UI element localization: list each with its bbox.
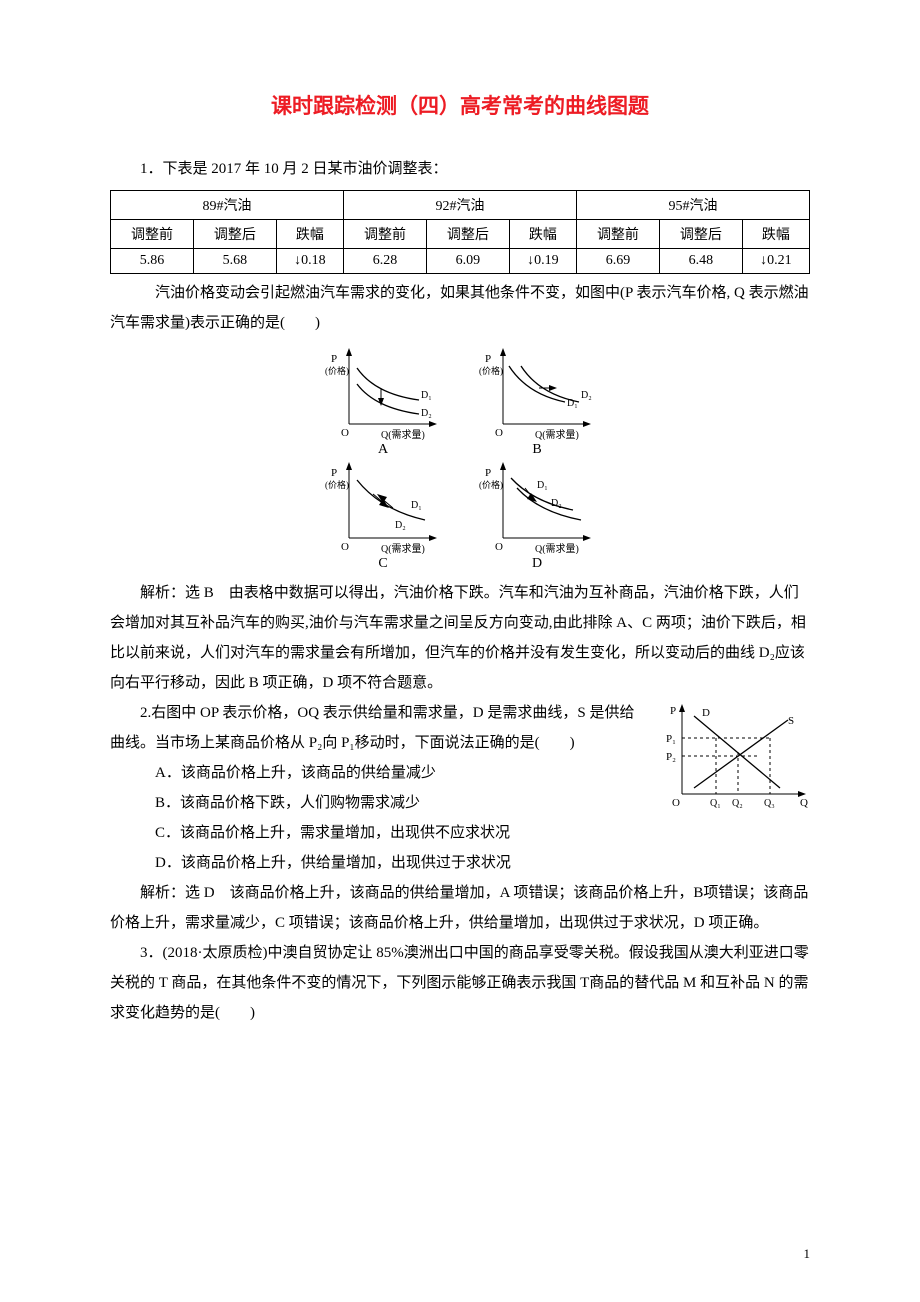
- table-row: 89#汽油 92#汽油 95#汽油: [111, 191, 810, 220]
- q2-chart: P Q O D S P₁ P₂ Q₁ Q₂ Q₃: [660, 702, 810, 815]
- col-group-89: 89#汽油: [111, 191, 344, 220]
- q2-option-d: D．该商品价格上升，供给量增加，出现供过于求状况: [110, 848, 810, 878]
- col-before: 调整前: [111, 220, 194, 249]
- chart-a: P (价格) O Q(需求量) D₁ D₂ A: [323, 344, 443, 458]
- svg-text:D₂: D₂: [421, 408, 432, 419]
- col-before: 调整前: [343, 220, 426, 249]
- page: 课时跟踪检测（四）高考常考的曲线图题 1．下表是 2017 年 10 月 2 日…: [0, 0, 920, 1302]
- svg-text:O: O: [495, 427, 503, 439]
- cell: 6.69: [576, 249, 659, 274]
- svg-text:D₂: D₂: [581, 390, 592, 401]
- cell: 6.28: [343, 249, 426, 274]
- svg-text:(价格): (价格): [479, 479, 503, 490]
- svg-text:P₁: P₁: [666, 733, 676, 745]
- chart-a-svg: P (价格) O Q(需求量) D₁ D₂: [323, 344, 443, 440]
- chart-a-label: A: [378, 442, 388, 458]
- svg-text:O: O: [672, 797, 680, 809]
- svg-text:S: S: [788, 715, 794, 727]
- cell: 6.48: [659, 249, 742, 274]
- svg-text:P: P: [485, 467, 491, 479]
- svg-text:P: P: [670, 705, 676, 717]
- svg-text:D₂: D₂: [551, 498, 562, 509]
- chart-d-svg: P (价格) O Q(需求量) D₁ D₂: [477, 458, 597, 554]
- q2-explain: 解析：选 D 该商品价格上升，该商品的供给量增加，A 项错误；该商品价格上升，B…: [110, 878, 810, 938]
- q3-stem: 3．(2018·太原质检)中澳自贸协定让 85%澳洲出口中国的商品享受零关税。假…: [110, 938, 810, 1028]
- col-after: 调整后: [659, 220, 742, 249]
- q1-charts: P (价格) O Q(需求量) D₁ D₂ A: [110, 344, 810, 572]
- svg-text:(价格): (价格): [325, 479, 349, 490]
- col-before: 调整前: [576, 220, 659, 249]
- cell: 5.86: [111, 249, 194, 274]
- x-axis-label: Q(需求量): [381, 429, 425, 440]
- svg-text:D₁: D₁: [567, 398, 578, 409]
- chart-b-svg: P (价格) O Q(需求量) D₁ D₂: [477, 344, 597, 440]
- col-after: 调整后: [193, 220, 276, 249]
- col-group-95: 95#汽油: [576, 191, 809, 220]
- svg-text:O: O: [495, 541, 503, 553]
- svg-text:Q₁: Q₁: [710, 798, 721, 809]
- svg-text:D₁: D₁: [537, 480, 548, 491]
- col-drop: 跌幅: [742, 220, 809, 249]
- svg-text:O: O: [341, 541, 349, 553]
- q1-after-table: 汽油价格变动会引起燃油汽车需求的变化，如果其他条件不变，如图中(P 表示汽车价格…: [110, 278, 810, 338]
- cell: ↓0.18: [276, 249, 343, 274]
- table-row: 5.86 5.68 ↓0.18 6.28 6.09 ↓0.19 6.69 6.4…: [111, 249, 810, 274]
- svg-text:D₂: D₂: [395, 520, 406, 531]
- q1-intro: 1．下表是 2017 年 10 月 2 日某市油价调整表：: [110, 154, 810, 184]
- col-drop: 跌幅: [276, 220, 343, 249]
- page-number: 1: [804, 1246, 811, 1262]
- col-drop: 跌幅: [509, 220, 576, 249]
- chart-c-svg: P (价格) O Q(需求量) D₁ D₂: [323, 458, 443, 554]
- y-axis-label2: (价格): [325, 365, 349, 376]
- svg-text:P₂: P₂: [666, 751, 676, 763]
- chart-c-label: C: [378, 556, 387, 572]
- svg-text:D₁: D₁: [411, 500, 422, 511]
- q2-option-c: C．该商品价格上升，需求量增加，出现供不应求状况: [110, 818, 810, 848]
- svg-text:Q(需求量): Q(需求量): [535, 543, 579, 554]
- svg-text:P: P: [485, 353, 491, 365]
- svg-text:Q₃: Q₃: [764, 798, 775, 809]
- cell: 6.09: [426, 249, 509, 274]
- q2-chart-svg: P Q O D S P₁ P₂ Q₁ Q₂ Q₃: [660, 702, 810, 810]
- table-row: 调整前 调整后 跌幅 调整前 调整后 跌幅 调整前 调整后 跌幅: [111, 220, 810, 249]
- col-after: 调整后: [426, 220, 509, 249]
- oil-price-table: 89#汽油 92#汽油 95#汽油 调整前 调整后 跌幅 调整前 调整后 跌幅 …: [110, 190, 810, 274]
- cell: 5.68: [193, 249, 276, 274]
- page-title: 课时跟踪检测（四）高考常考的曲线图题: [110, 90, 810, 120]
- chart-c: P (价格) O Q(需求量) D₁ D₂ C: [323, 458, 443, 572]
- svg-text:P: P: [331, 467, 337, 479]
- chart-d: P (价格) O Q(需求量) D₁ D₂ D: [477, 458, 597, 572]
- chart-b: P (价格) O Q(需求量) D₁ D₂ B: [477, 344, 597, 458]
- svg-text:D: D: [702, 707, 710, 719]
- svg-text:(价格): (价格): [479, 365, 503, 376]
- origin-label: O: [341, 427, 349, 439]
- svg-text:Q(需求量): Q(需求量): [535, 429, 579, 440]
- svg-text:Q: Q: [800, 797, 808, 809]
- svg-text:D₁: D₁: [421, 390, 432, 401]
- svg-text:Q₂: Q₂: [732, 798, 743, 809]
- svg-text:Q(需求量): Q(需求量): [381, 543, 425, 554]
- chart-b-label: B: [532, 442, 541, 458]
- chart-d-label: D: [532, 556, 542, 572]
- cell: ↓0.21: [742, 249, 809, 274]
- col-group-92: 92#汽油: [343, 191, 576, 220]
- cell: ↓0.19: [509, 249, 576, 274]
- q1-explain: 解析：选 B 由表格中数据可以得出，汽油价格下跌。汽车和汽油为互补商品，汽油价格…: [110, 578, 810, 698]
- y-axis-label: P: [331, 353, 337, 365]
